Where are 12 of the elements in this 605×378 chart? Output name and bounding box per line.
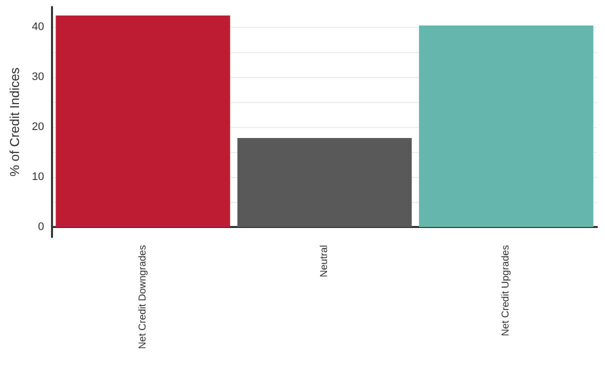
y-tick-label: 0 (38, 221, 44, 233)
x-tick-label: Neutral (319, 245, 330, 278)
bar (237, 138, 412, 227)
y-axis-title: % of Credit Indices (7, 66, 22, 177)
bar (419, 26, 594, 227)
y-tick-label: 10 (32, 171, 44, 183)
y-tick-label: 30 (32, 71, 44, 83)
x-tick-label: Net Credit Downgrades (137, 245, 148, 349)
y-tick-label: 40 (32, 21, 44, 33)
x-tick-label: Net Credit Upgrades (500, 245, 512, 336)
bar (56, 16, 230, 227)
y-tick-label: 20 (32, 121, 44, 133)
